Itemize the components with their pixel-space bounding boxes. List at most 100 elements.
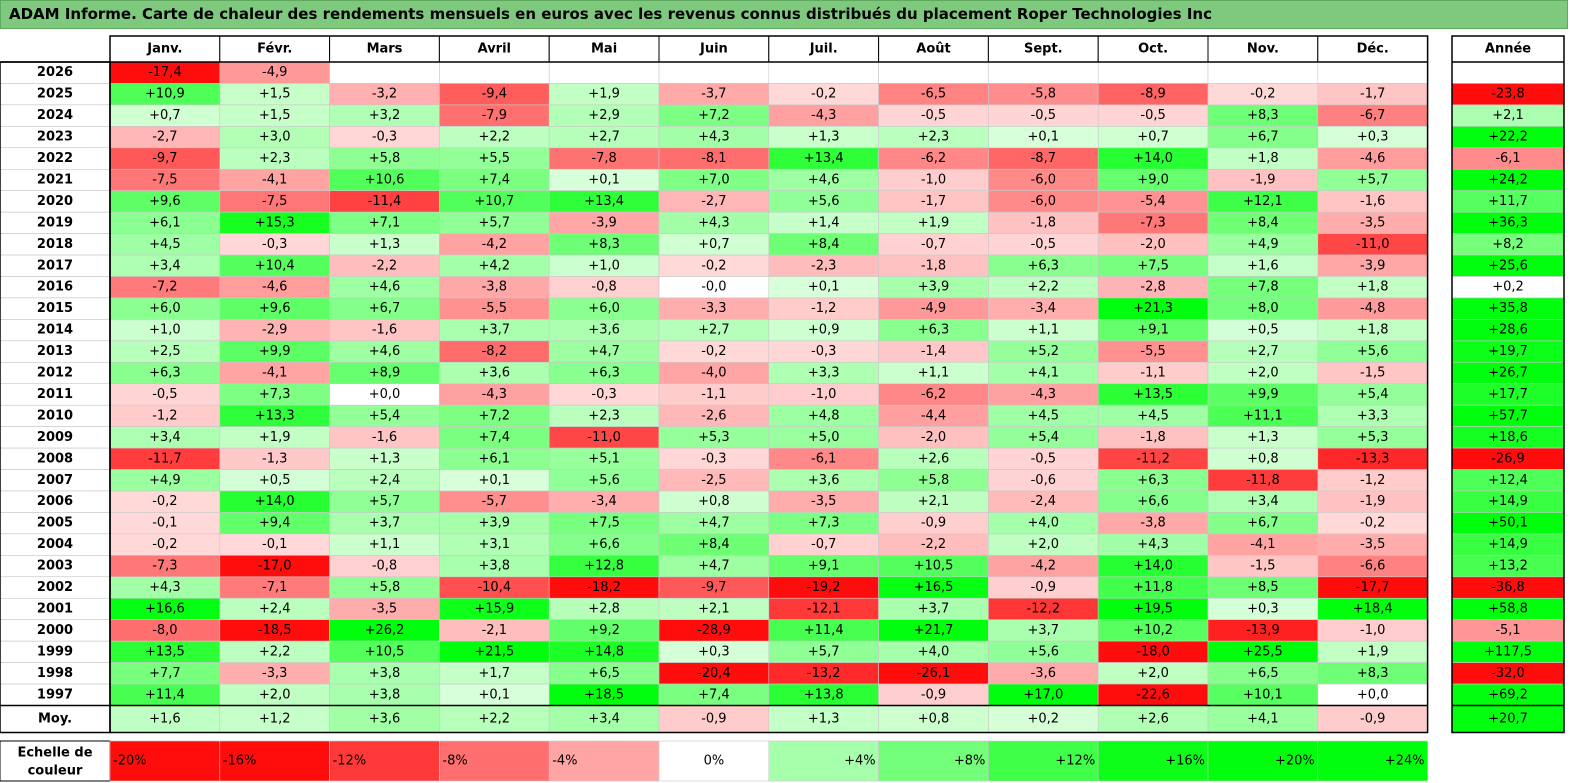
cell-value: -1,3 <box>262 451 287 466</box>
row-year-label: 2024 <box>37 108 73 123</box>
average-value: +2,2 <box>479 712 511 727</box>
cell-value: -3,5 <box>811 494 836 509</box>
cell-value: +7,3 <box>259 387 291 402</box>
cell-value: +8,4 <box>1247 215 1279 230</box>
cell-value: -3,3 <box>262 666 287 681</box>
cell-value: -3,7 <box>701 87 726 102</box>
scale-stop-label: +8% <box>954 754 986 769</box>
cell-value: +3,0 <box>259 130 291 145</box>
cell-value: -7,5 <box>262 194 287 209</box>
cell-value: -6,5 <box>921 87 946 102</box>
cell-value: -11,2 <box>1136 451 1170 466</box>
cell-value: -1,6 <box>1360 194 1385 209</box>
month-header-cell <box>768 35 880 63</box>
month-header-label: Juil. <box>809 42 838 57</box>
cell-value: +10,2 <box>1133 623 1173 638</box>
cell-value: -0,2 <box>811 87 836 102</box>
cell-value: -0,5 <box>152 387 177 402</box>
cell-value: -2,8 <box>1140 280 1165 295</box>
scale-swatch <box>658 740 770 782</box>
cell-value: -8,1 <box>701 151 726 166</box>
cell-value: +1,7 <box>479 666 511 681</box>
row-year-label: 2004 <box>37 537 73 552</box>
cell-value: +5,8 <box>369 151 401 166</box>
row-year-label: 2022 <box>37 151 73 166</box>
cell-value: -3,5 <box>372 601 397 616</box>
cell-value: -26,1 <box>917 666 951 681</box>
cell-value: +7,5 <box>1137 258 1169 273</box>
scale-swatch <box>329 740 440 782</box>
cell-value: +1,9 <box>918 215 950 230</box>
cell-value: +2,4 <box>259 601 291 616</box>
cell-value: -1,2 <box>1360 473 1385 488</box>
cell-value: -2,2 <box>921 537 946 552</box>
cell-value: +16,6 <box>145 601 185 616</box>
month-header-label: Déc. <box>1357 42 1389 57</box>
cell-value: +0,1 <box>1028 130 1060 145</box>
annual-value: +26,7 <box>1488 366 1528 381</box>
cell-value: +6,5 <box>588 666 620 681</box>
cell-value: -6,2 <box>921 151 946 166</box>
cell-value: +3,1 <box>479 537 511 552</box>
cell-value: +11,1 <box>1243 408 1283 423</box>
cell-value: -5,5 <box>482 301 507 316</box>
cell-value: +7,4 <box>479 430 511 445</box>
cell-value: -17,0 <box>258 559 292 574</box>
cell-value: +2,2 <box>479 130 511 145</box>
cell-value: +13,4 <box>584 194 624 209</box>
cell-value: +6,0 <box>588 301 620 316</box>
row-year-label: 2017 <box>37 258 73 273</box>
cell-value: +25,5 <box>1243 644 1283 659</box>
scale-swatch <box>1097 740 1209 782</box>
cell-value: +7,4 <box>698 687 730 702</box>
cell-value: +1,3 <box>1247 430 1279 445</box>
cell-value: +9,9 <box>1247 387 1279 402</box>
cell-value: +7,2 <box>479 408 511 423</box>
cell-value: -2,0 <box>1140 237 1165 252</box>
cell-value: +3,7 <box>1028 623 1060 638</box>
annual-value: -26,9 <box>1491 451 1525 466</box>
cell-value: -1,2 <box>811 301 836 316</box>
scale-swatch <box>109 740 221 782</box>
average-value: +0,2 <box>1028 712 1060 727</box>
cell-value: +9,6 <box>149 194 181 209</box>
cell-value: +0,1 <box>479 687 511 702</box>
cell-value: -6,2 <box>921 387 946 402</box>
cell-value: -9,7 <box>152 151 177 166</box>
row-year-label: 2026 <box>37 65 73 80</box>
cell-value: +4,7 <box>698 516 730 531</box>
average-cell <box>1207 705 1319 733</box>
cell-value: -4,8 <box>1360 301 1385 316</box>
cell-value: +10,6 <box>365 172 405 187</box>
cell-value: -2,6 <box>701 408 726 423</box>
cell-value: -1,0 <box>921 172 946 187</box>
annual-value: +2,1 <box>1492 108 1524 123</box>
scale-stop-label: -4% <box>552 754 577 769</box>
cell-value: -1,7 <box>1360 87 1385 102</box>
cell-value: -7,3 <box>152 559 177 574</box>
cell-value: -1,6 <box>372 323 397 338</box>
row-year-label: 2006 <box>37 494 73 509</box>
cell-value: +5,6 <box>1028 644 1060 659</box>
cell-value: +3,3 <box>808 366 840 381</box>
cell-value: -6,0 <box>1031 172 1056 187</box>
cell-value: +4,3 <box>698 130 730 145</box>
cell-value: +4,7 <box>588 344 620 359</box>
scale-stop-label: -12% <box>333 754 367 769</box>
scale-swatch <box>878 740 989 782</box>
annual-value: +58,8 <box>1488 601 1528 616</box>
heatmap-cell <box>548 61 660 84</box>
cell-value: -13,9 <box>1246 623 1280 638</box>
cell-value: +16,5 <box>914 580 954 595</box>
cell-value: +6,5 <box>1247 666 1279 681</box>
month-header-label: Août <box>916 42 950 57</box>
cell-value: +6,7 <box>369 301 401 316</box>
row-year-label: 2023 <box>37 130 73 145</box>
scale-stop-label: 0% <box>704 754 725 769</box>
scale-stop-label: -20% <box>113 754 147 769</box>
cell-value: +2,0 <box>1137 666 1169 681</box>
cell-value: -7,2 <box>152 280 177 295</box>
cell-value: +2,3 <box>259 151 291 166</box>
cell-value: -10,4 <box>477 580 511 595</box>
cell-value: -0,2 <box>701 344 726 359</box>
